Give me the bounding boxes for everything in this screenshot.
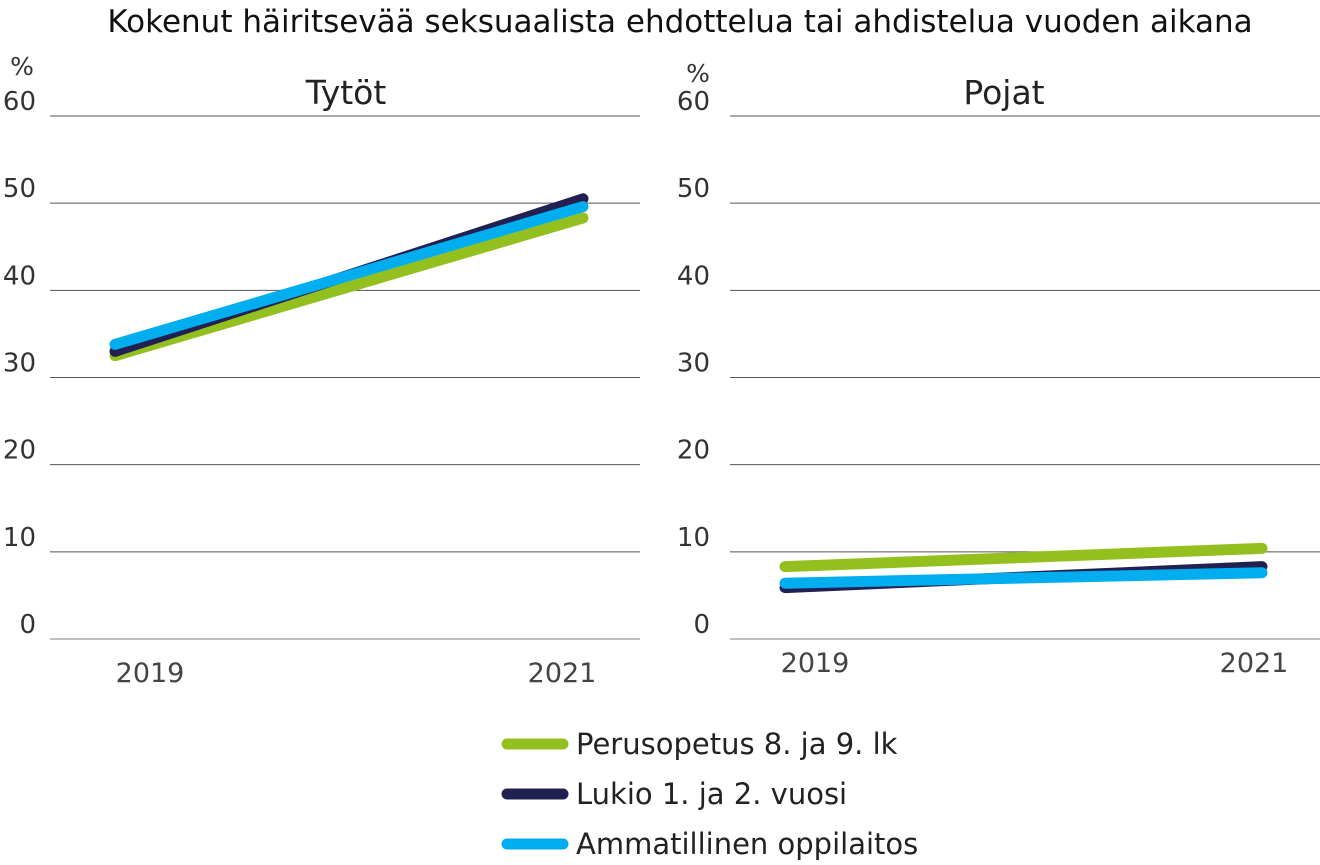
y-tick-label: 30 [3, 349, 36, 379]
y-tick-label: 40 [677, 261, 710, 291]
chart-panel-2: Pojat% 0 10 20 30 40 50 60 2019 2021 [677, 59, 1320, 679]
x-tick-label: 2021 [1220, 648, 1289, 679]
y-tick-label: 0 [693, 610, 710, 640]
legend-label: Perusopetus 8. ja 9. lk [576, 727, 898, 761]
y-unit-label: % [10, 52, 34, 81]
panel-title: Tytöt [305, 73, 387, 112]
y-unit-label: % [686, 59, 710, 88]
y-tick-label: 10 [677, 523, 710, 553]
series-line-3 [109, 201, 589, 350]
y-tick-label: 0 [19, 610, 36, 640]
legend-label: Ammatillinen oppilaitos [576, 827, 918, 861]
legend-item: Ammatillinen oppilaitos [501, 827, 918, 861]
y-tick-label: 60 [3, 87, 36, 117]
y-tick-label: 20 [3, 436, 36, 466]
series-line-1 [779, 542, 1268, 573]
y-tick-label: 50 [3, 174, 36, 204]
y-tick-label: 10 [3, 523, 36, 553]
legend-label: Lukio 1. ja 2. vuosi [576, 777, 847, 811]
chart-title: Kokenut häiritsevää seksuaalista ehdotte… [107, 4, 1252, 40]
x-tick-label: 2021 [528, 658, 597, 689]
y-tick-label: 20 [677, 436, 710, 466]
chart-panel-1: Tytöt% 0 10 20 30 40 50 60 2019 2021 [3, 52, 640, 689]
legend-item: Lukio 1. ja 2. vuosi [501, 777, 847, 811]
y-tick-label: 50 [677, 174, 710, 204]
panel-title: Pojat [963, 73, 1044, 112]
y-tick-label: 40 [3, 261, 36, 291]
legend-item: Perusopetus 8. ja 9. lk [501, 727, 898, 761]
y-tick-label: 30 [677, 349, 710, 379]
series-line-1 [109, 212, 589, 362]
legend: Perusopetus 8. ja 9. lk Lukio 1. ja 2. vu… [501, 727, 918, 861]
x-tick-label: 2019 [116, 658, 185, 689]
series-line-3 [779, 567, 1268, 589]
y-tick-label: 60 [677, 87, 710, 117]
x-tick-label: 2019 [781, 648, 850, 679]
